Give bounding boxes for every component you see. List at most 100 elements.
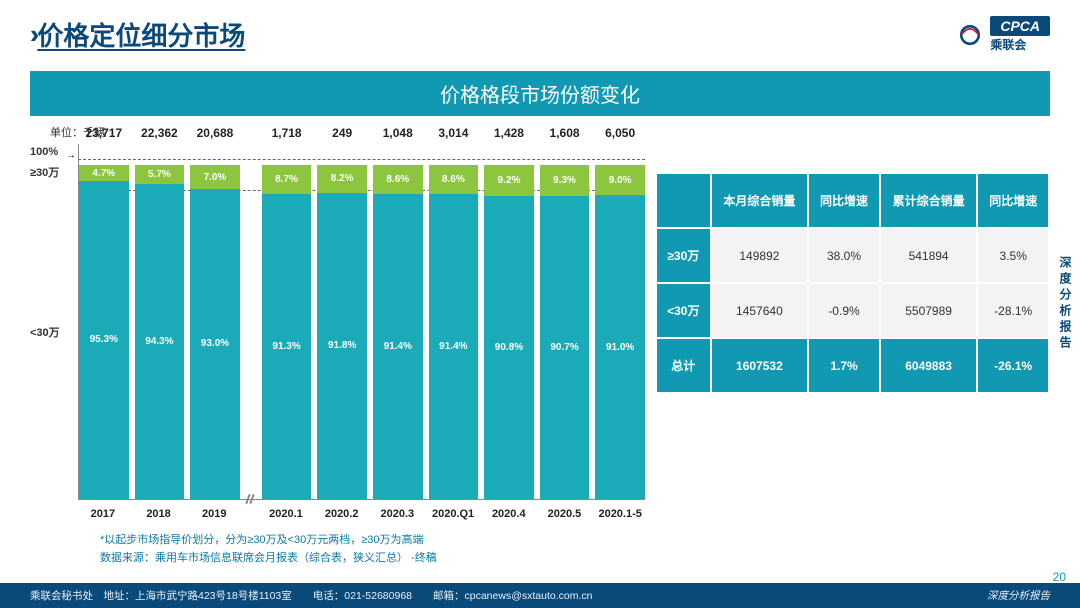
y-axis-lt: <30万 [30,324,60,340]
table-cell: 149892 [711,228,809,283]
table-column: CPCA乘联会 本月综合销量同比增速累计综合销量同比增速≥30万14989238… [655,124,1050,567]
x-label: 2020.2 [317,504,367,524]
bar-lower-label: 94.3% [135,184,185,499]
bar-2019: 93.0%7.0%20,688 [190,144,240,499]
logo: CPCA 乘联会 [956,16,1050,53]
bar-lower-label: 95.3% [79,181,129,499]
bar-upper-label: 9.3% [540,165,590,196]
bar-upper-label: 8.7% [262,165,312,194]
table-cell: 1607532 [711,338,809,393]
footer-right: 深度分析报告 [987,588,1050,603]
logo-text: CPCA 乘联会 [990,16,1050,53]
chart-area: CPCA乘联会 100% → ≥30万 <30万 95.3%4.7%23,717… [30,144,645,524]
chart-banner: 价格格段市场份额变化 [30,71,1050,116]
row-label: <30万 [656,283,711,338]
bar-2020.5: 90.7%9.3%1,608 [540,144,590,499]
row-label: 总计 [656,338,711,393]
y-axis-gte: ≥30万 [30,164,59,180]
data-table: 本月综合销量同比增速累计综合销量同比增速≥30万14989238.0%54189… [655,172,1050,394]
row-label: ≥30万 [656,228,711,283]
x-label: 2017 [78,504,128,524]
bar-total-label: 1,048 [373,126,423,140]
bar-upper-label: 8.6% [373,165,423,194]
bar-total-label: 1,428 [484,126,534,140]
x-label: 2020.Q1 [428,504,478,524]
y-axis-100: 100% [30,146,58,158]
table-cell: 1457640 [711,283,809,338]
table-cell: 1.7% [808,338,880,393]
bar-upper-label: 8.2% [317,165,367,192]
table-total-row: 总计16075321.7%6049883-26.1% [656,338,1049,393]
arrow-icon: → [66,150,76,161]
bar-2020.Q1: 91.4%8.6%3,014 [429,144,479,499]
bar-total-label: 3,014 [429,126,479,140]
bar-lower-label: 90.8% [484,196,534,499]
table-cell: 541894 [880,228,978,283]
bars-container: 95.3%4.7%23,71794.3%5.7%22,36293.0%7.0%2… [78,144,645,500]
table-cell: -0.9% [808,283,880,338]
table-header [656,173,711,228]
bar-total-label: 22,362 [135,126,185,140]
bar-total-label: 1,718 [262,126,312,140]
table-header: 本月综合销量 [711,173,809,228]
x-label: 2020.1-5 [595,504,645,524]
footer-left: 乘联会秘书处 地址：上海市武宁路423号18号楼1103室 电话：021-526… [30,588,592,603]
bar-lower-label: 93.0% [190,189,240,499]
page-title: 价格定位细分市场 [37,16,245,53]
bar-2020.3: 91.4%8.6%1,048 [373,144,423,499]
bar-upper-label: 5.7% [135,165,185,184]
bar-2020.1-5: 91.0%9.0%6,050 [595,144,645,499]
chart-column: 单位：千辆 CPCA乘联会 100% → ≥30万 <30万 95.3%4.7%… [30,124,645,567]
bar-total-label: 20,688 [190,126,240,140]
x-axis: 2017 20182019 2020.1 2020.2 2020.32020.Q1 202… [78,504,645,524]
x-label: 2020.4 [484,504,534,524]
x-label: 2020.1 [261,504,311,524]
table-cell: -28.1% [977,283,1049,338]
bar-total-label: 6,050 [595,126,645,140]
bar-lower-label: 91.8% [317,193,367,499]
logo-badge: CPCA [990,16,1050,36]
table-cell: 6049883 [880,338,978,393]
content: 单位：千辆 CPCA乘联会 100% → ≥30万 <30万 95.3%4.7%… [0,116,1080,567]
bar-2020.4: 90.8%9.2%1,428 [484,144,534,499]
table-header: 同比增速 [808,173,880,228]
title-wrap: ›› 价格定位细分市场 [30,16,245,53]
bar-total-label: 1,608 [540,126,590,140]
bar-upper-label: 7.0% [190,165,240,188]
bar-lower-label: 91.3% [262,194,312,499]
bar-2018: 94.3%5.7%22,362 [135,144,185,499]
footer: 乘联会秘书处 地址：上海市武宁路423号18号楼1103室 电话：021-526… [0,583,1080,608]
bar-2020.2: 91.8%8.2%249 [317,144,367,499]
bar-lower-label: 91.4% [429,194,479,499]
side-label: 深度分析报告 [1057,256,1074,352]
note-line-2: 数据来源：乘用车市场信息联席会月报表（综合表，狭义汇总） -终稿 [100,550,645,568]
table-header: 同比增速 [977,173,1049,228]
bar-upper-label: 9.2% [484,165,534,196]
table-cell: 38.0% [808,228,880,283]
chart-notes: *以起步市场指导价划分，分为≥30万及<30万元两档，≥30万为高端 数据来源：… [100,532,645,567]
bar-lower-label: 91.4% [373,194,423,499]
bar-total-label: 23,717 [79,126,129,140]
x-label: 2020.3 [373,504,423,524]
table-row: ≥30万14989238.0%5418943.5% [656,228,1049,283]
x-label: 2018 [134,504,184,524]
x-label: 2020.5 [540,504,590,524]
table-header: 累计综合销量 [880,173,978,228]
table-cell: -26.1% [977,338,1049,393]
page-number: 20 [1053,570,1066,584]
table-row: <30万1457640-0.9%5507989-28.1% [656,283,1049,338]
bar-2017: 95.3%4.7%23,717 [79,144,129,499]
bar-upper-label: 8.6% [429,165,479,194]
header: ›› 价格定位细分市场 CPCA 乘联会 [0,0,1080,53]
table-cell: 5507989 [880,283,978,338]
bar-total-label: 249 [317,126,367,140]
logo-swirl-icon [956,21,984,49]
logo-sub: 乘联会 [990,36,1050,53]
bar-2020.1: 91.3%8.7%1,718 [262,144,312,499]
bar-upper-label: 9.0% [595,165,645,195]
chevron-icon: ›› [30,19,31,50]
x-label: 2019 [189,504,239,524]
bar-lower-label: 91.0% [595,195,645,499]
note-line-1: *以起步市场指导价划分，分为≥30万及<30万元两档，≥30万为高端 [100,532,645,550]
table-cell: 3.5% [977,228,1049,283]
